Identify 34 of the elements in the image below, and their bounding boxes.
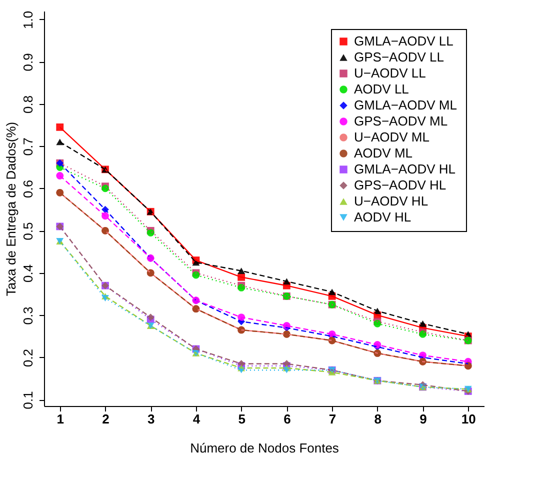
x-tick-label: 5 [238,412,246,426]
legend-label: U−AODV LL [354,66,426,80]
legend-label: GPS−AODV LL [354,50,444,64]
x-tick-label: 6 [284,412,291,426]
x-tick-label: 7 [328,412,336,426]
x-tick-label: 3 [147,412,155,426]
y-tick-label: 0.8 [20,95,36,114]
y-tick-label: 0.4 [20,264,36,282]
x-tick-label: 2 [102,412,110,426]
legend-label: AODV HL [354,210,412,224]
legend-label: GPS−AODV ML [354,114,448,128]
y-tick-label: 0.9 [20,53,36,72]
y-tick-label: 0.1 [20,391,36,410]
x-axis-title: Número de Nodos Fontes [190,440,340,456]
legend-label: U−AODV HL [354,194,428,208]
legend-label: AODV ML [354,146,413,160]
y-tick-label: 0.6 [20,180,36,198]
y-tick-label: 1.0 [20,10,36,29]
x-tick-label: 9 [420,412,427,426]
x-tick-label: 1 [56,412,64,426]
legend-label: U−AODV ML [354,130,430,144]
legend-label: GMLA−AODV LL [354,34,454,48]
x-tick-label: 4 [192,412,201,426]
x-tick-label: 10 [461,412,476,426]
legend-label: GMLA−AODV ML [354,98,457,112]
legend-label: GPS−AODV HL [354,178,446,192]
legend-label: AODV LL [354,82,409,96]
y-tick-label: 0.7 [20,138,36,156]
legend-label: GMLA−AODV HL [354,162,456,176]
y-tick-label: 0.2 [20,348,36,367]
y-axis-title: Taxa de Entrega de Dados(%) [4,122,18,296]
y-tick-label: 0.5 [20,222,36,240]
x-tick-label: 8 [374,412,382,426]
y-tick-label: 0.3 [20,306,36,325]
